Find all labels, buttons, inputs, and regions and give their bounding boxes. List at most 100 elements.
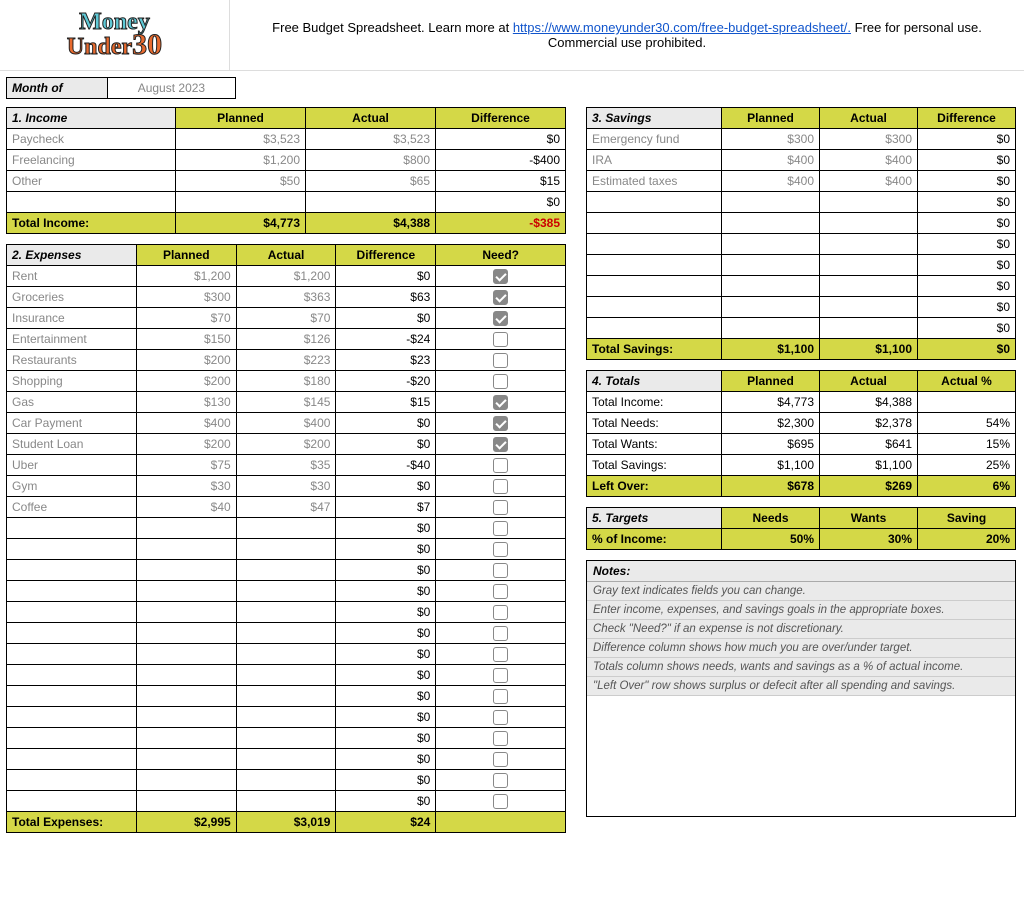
income-row-actual[interactable]: $3,523	[306, 129, 436, 150]
checkbox-icon[interactable]	[493, 710, 508, 725]
expense-row-planned[interactable]	[136, 560, 236, 581]
savings-row-label[interactable]	[587, 255, 722, 276]
expense-row-label[interactable]: Restaurants	[7, 350, 137, 371]
expense-row-actual[interactable]	[236, 770, 336, 791]
expense-row-actual[interactable]	[236, 539, 336, 560]
expense-row-actual[interactable]	[236, 560, 336, 581]
expense-row-label[interactable]	[7, 644, 137, 665]
expense-row-actual[interactable]	[236, 686, 336, 707]
savings-row-actual[interactable]: $300	[820, 129, 918, 150]
expense-row-label[interactable]	[7, 623, 137, 644]
expense-need-cell[interactable]	[436, 665, 566, 686]
expense-row-planned[interactable]: $40	[136, 497, 236, 518]
expense-need-cell[interactable]	[436, 518, 566, 539]
expense-row-label[interactable]	[7, 728, 137, 749]
expense-row-planned[interactable]	[136, 728, 236, 749]
savings-row-planned[interactable]	[722, 297, 820, 318]
savings-row-planned[interactable]	[722, 318, 820, 339]
expense-row-label[interactable]: Gym	[7, 476, 137, 497]
expense-row-planned[interactable]	[136, 623, 236, 644]
expense-row-planned[interactable]: $30	[136, 476, 236, 497]
checkbox-icon[interactable]	[493, 269, 508, 284]
savings-row-planned[interactable]: $400	[722, 150, 820, 171]
expense-need-cell[interactable]	[436, 560, 566, 581]
income-row-label[interactable]: Freelancing	[7, 150, 176, 171]
savings-row-actual[interactable]	[820, 255, 918, 276]
expense-row-planned[interactable]	[136, 644, 236, 665]
savings-row-label[interactable]	[587, 297, 722, 318]
savings-row-label[interactable]	[587, 192, 722, 213]
expense-row-planned[interactable]	[136, 665, 236, 686]
savings-row-actual[interactable]	[820, 234, 918, 255]
checkbox-icon[interactable]	[493, 584, 508, 599]
checkbox-icon[interactable]	[493, 521, 508, 536]
savings-row-actual[interactable]	[820, 297, 918, 318]
expense-need-cell[interactable]	[436, 455, 566, 476]
expense-row-actual[interactable]	[236, 602, 336, 623]
expense-row-actual[interactable]: $200	[236, 434, 336, 455]
expense-row-actual[interactable]: $363	[236, 287, 336, 308]
expense-row-label[interactable]: Rent	[7, 266, 137, 287]
savings-row-planned[interactable]	[722, 255, 820, 276]
expense-row-planned[interactable]	[136, 686, 236, 707]
expense-need-cell[interactable]	[436, 728, 566, 749]
expense-row-planned[interactable]	[136, 581, 236, 602]
expense-need-cell[interactable]	[436, 581, 566, 602]
expense-need-cell[interactable]	[436, 413, 566, 434]
savings-row-planned[interactable]: $300	[722, 129, 820, 150]
income-row-planned[interactable]: $3,523	[176, 129, 306, 150]
checkbox-icon[interactable]	[493, 500, 508, 515]
header-link[interactable]: https://www.moneyunder30.com/free-budget…	[513, 20, 851, 35]
expense-need-cell[interactable]	[436, 434, 566, 455]
expense-need-cell[interactable]	[436, 791, 566, 812]
expense-row-actual[interactable]	[236, 707, 336, 728]
expense-row-label[interactable]	[7, 518, 137, 539]
expense-row-label[interactable]	[7, 581, 137, 602]
checkbox-icon[interactable]	[493, 647, 508, 662]
expense-row-actual[interactable]: $35	[236, 455, 336, 476]
expense-row-actual[interactable]: $47	[236, 497, 336, 518]
expense-row-planned[interactable]	[136, 602, 236, 623]
checkbox-icon[interactable]	[493, 794, 508, 809]
expense-row-actual[interactable]: $70	[236, 308, 336, 329]
checkbox-icon[interactable]	[493, 752, 508, 767]
expense-need-cell[interactable]	[436, 392, 566, 413]
expense-row-actual[interactable]: $400	[236, 413, 336, 434]
savings-row-planned[interactable]: $400	[722, 171, 820, 192]
expense-row-label[interactable]: Gas	[7, 392, 137, 413]
checkbox-icon[interactable]	[493, 773, 508, 788]
expense-row-actual[interactable]	[236, 518, 336, 539]
expense-row-planned[interactable]: $200	[136, 434, 236, 455]
expense-row-actual[interactable]: $145	[236, 392, 336, 413]
expense-row-planned[interactable]	[136, 707, 236, 728]
checkbox-icon[interactable]	[493, 626, 508, 641]
checkbox-icon[interactable]	[493, 416, 508, 431]
income-row-label[interactable]: Other	[7, 171, 176, 192]
savings-row-actual[interactable]	[820, 276, 918, 297]
expense-need-cell[interactable]	[436, 644, 566, 665]
expense-row-planned[interactable]	[136, 518, 236, 539]
expense-row-label[interactable]: Car Payment	[7, 413, 137, 434]
savings-row-actual[interactable]: $400	[820, 150, 918, 171]
expense-row-planned[interactable]: $150	[136, 329, 236, 350]
checkbox-icon[interactable]	[493, 311, 508, 326]
checkbox-icon[interactable]	[493, 563, 508, 578]
expense-row-actual[interactable]	[236, 791, 336, 812]
expense-row-actual[interactable]: $180	[236, 371, 336, 392]
checkbox-icon[interactable]	[493, 353, 508, 368]
checkbox-icon[interactable]	[493, 458, 508, 473]
expense-need-cell[interactable]	[436, 287, 566, 308]
expense-need-cell[interactable]	[436, 350, 566, 371]
savings-row-planned[interactable]	[722, 213, 820, 234]
checkbox-icon[interactable]	[493, 437, 508, 452]
expense-row-label[interactable]: Coffee	[7, 497, 137, 518]
expense-need-cell[interactable]	[436, 329, 566, 350]
savings-row-label[interactable]	[587, 213, 722, 234]
savings-row-actual[interactable]	[820, 318, 918, 339]
expense-need-cell[interactable]	[436, 602, 566, 623]
expense-row-planned[interactable]	[136, 539, 236, 560]
expense-row-planned[interactable]: $70	[136, 308, 236, 329]
expense-row-planned[interactable]	[136, 749, 236, 770]
expense-row-label[interactable]	[7, 791, 137, 812]
expense-row-label[interactable]: Uber	[7, 455, 137, 476]
